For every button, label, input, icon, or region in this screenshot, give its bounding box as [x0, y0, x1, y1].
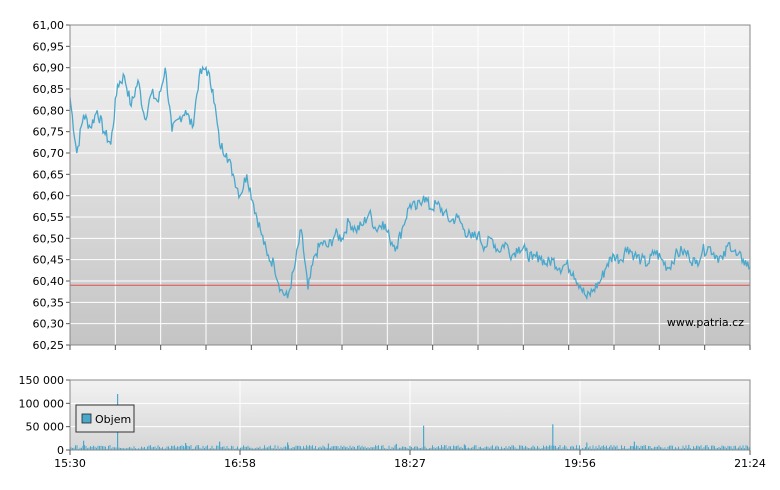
price-y-tick-label: 61,00 — [33, 19, 65, 32]
price-y-tick-label: 60,30 — [33, 318, 65, 331]
price-series-line — [69, 65, 751, 301]
watermark: www.patria.cz — [667, 316, 744, 329]
price-y-tick-labels: 61,00 60,95 60,90 60,85 60,80 60,75 60,70 60,65… — [33, 19, 70, 352]
volume-y-tick-label: 150 000 — [19, 374, 65, 387]
volume-x-tick-label: 16:58 — [224, 457, 256, 470]
volume-y-tick-label: 100 000 — [19, 397, 65, 410]
price-y-tick-label: 60,25 — [33, 339, 65, 352]
price-y-tick-label: 60,90 — [33, 62, 65, 75]
volume-x-tick-labels: 15:30 16:58 18:27 19:56 21:24 — [54, 450, 766, 470]
price-y-tick-label: 60,60 — [33, 190, 65, 203]
volume-baseline-bars — [70, 445, 750, 450]
price-gridlines — [69, 24, 751, 346]
price-y-tick-label: 60,80 — [33, 104, 65, 117]
price-y-tick-label: 60,35 — [33, 296, 65, 309]
price-panel-frame — [69, 24, 751, 346]
volume-y-tick-label: 50 000 — [26, 421, 65, 434]
volume-y-tick-labels: 150 000 100 000 50 000 0 — [19, 374, 70, 457]
legend-label: Objem — [95, 413, 131, 426]
price-y-tick-label: 60,95 — [33, 40, 65, 53]
price-y-tick-label: 60,50 — [33, 232, 65, 245]
volume-x-tick-label: 21:24 — [734, 457, 766, 470]
volume-y-tick-label: 0 — [57, 444, 64, 457]
price-y-tick-label: 60,40 — [33, 275, 65, 288]
volume-legend: Objem — [75, 404, 135, 433]
price-y-tick-label: 60,85 — [33, 83, 65, 96]
price-y-tick-label: 60,65 — [33, 168, 65, 181]
price-x-tick-marks — [69, 345, 751, 350]
price-y-tick-label: 60,70 — [33, 147, 65, 160]
volume-x-tick-label: 19:56 — [564, 457, 596, 470]
price-y-tick-label: 60,55 — [33, 211, 65, 224]
price-panel-background — [70, 25, 750, 345]
legend-swatch — [81, 413, 92, 424]
volume-x-tick-label: 18:27 — [394, 457, 426, 470]
price-y-tick-label: 60,75 — [33, 126, 65, 139]
price-y-tick-label: 60,45 — [33, 254, 65, 267]
volume-x-tick-label: 15:30 — [54, 457, 86, 470]
